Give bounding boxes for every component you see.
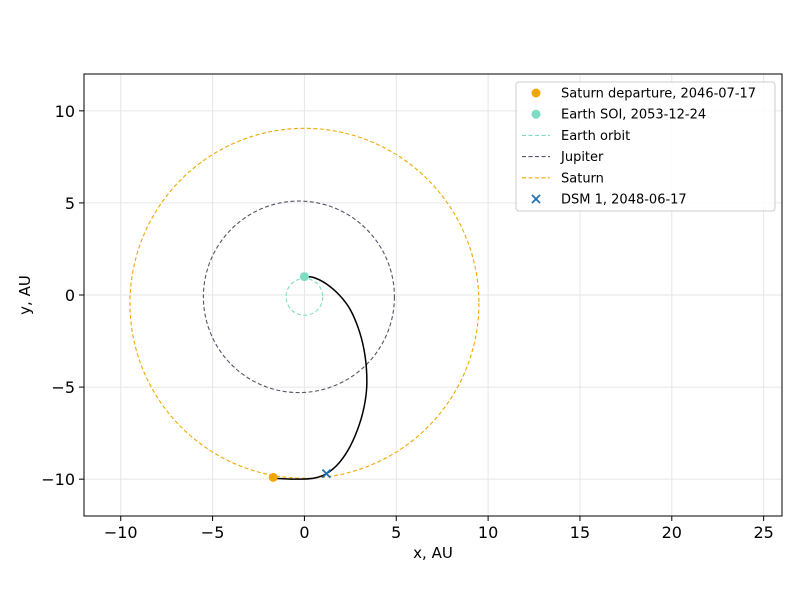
legend-entry: DSM 1, 2048-06-17 <box>531 193 687 208</box>
x-tick-label: −5 <box>201 523 225 542</box>
y-tick-label: 10 <box>55 102 75 121</box>
legend-label: DSM 1, 2048-06-17 <box>561 193 687 208</box>
points <box>268 272 332 482</box>
earth-soi-marker <box>299 272 309 282</box>
x-tick-label: 5 <box>391 523 401 542</box>
x-tick-label: 25 <box>753 523 773 542</box>
legend-entry: Jupiter <box>522 150 604 165</box>
legend-entry: Earth SOI, 2053-12-24 <box>531 108 706 123</box>
legend-label: Saturn departure, 2046-07-17 <box>561 87 756 102</box>
legend-label: Earth orbit <box>561 129 630 144</box>
x-tick-label: 20 <box>662 523 682 542</box>
dsm-1-marker <box>321 469 332 479</box>
orbit-saturn <box>129 127 480 479</box>
x-marker-stroke <box>321 469 332 479</box>
legend-x-icon <box>531 194 541 204</box>
y-tick-label: 5 <box>65 194 75 213</box>
legend-dot-icon <box>531 88 541 98</box>
y-tick-label: 0 <box>65 286 75 305</box>
legend-label: Saturn <box>561 171 604 186</box>
x-tick-label: −10 <box>104 523 138 542</box>
legend-frame <box>515 81 776 212</box>
legend-entry: Saturn departure, 2046-07-17 <box>531 87 756 102</box>
x-ticks: −10 −5 0 5 10 15 20 25 <box>104 516 774 542</box>
legend-label: Jupiter <box>560 150 604 165</box>
saturn-departure-marker <box>268 472 278 482</box>
legend-entry: Earth orbit <box>522 129 630 144</box>
orbit-jupiter <box>202 200 395 394</box>
legend-dot-icon <box>531 109 541 119</box>
x-axis-label: x, AU <box>413 544 453 562</box>
trajectory-layer <box>273 275 368 480</box>
y-axis-label: y, AU <box>16 275 34 315</box>
x-tick-label: 0 <box>299 523 309 542</box>
legend-label: Earth SOI, 2053-12-24 <box>561 108 706 123</box>
y-tick-label: −5 <box>51 378 75 397</box>
y-tick-label: −10 <box>41 470 75 489</box>
x-tick-label: 10 <box>478 523 498 542</box>
trajectory-line <box>273 275 368 480</box>
legend: Saturn departure, 2046-07-17 Earth SOI, 2… <box>515 81 776 212</box>
y-ticks: −10 −5 0 5 10 <box>41 102 84 489</box>
x-tick-label: 15 <box>570 523 590 542</box>
legend-entry: Saturn <box>522 171 604 186</box>
